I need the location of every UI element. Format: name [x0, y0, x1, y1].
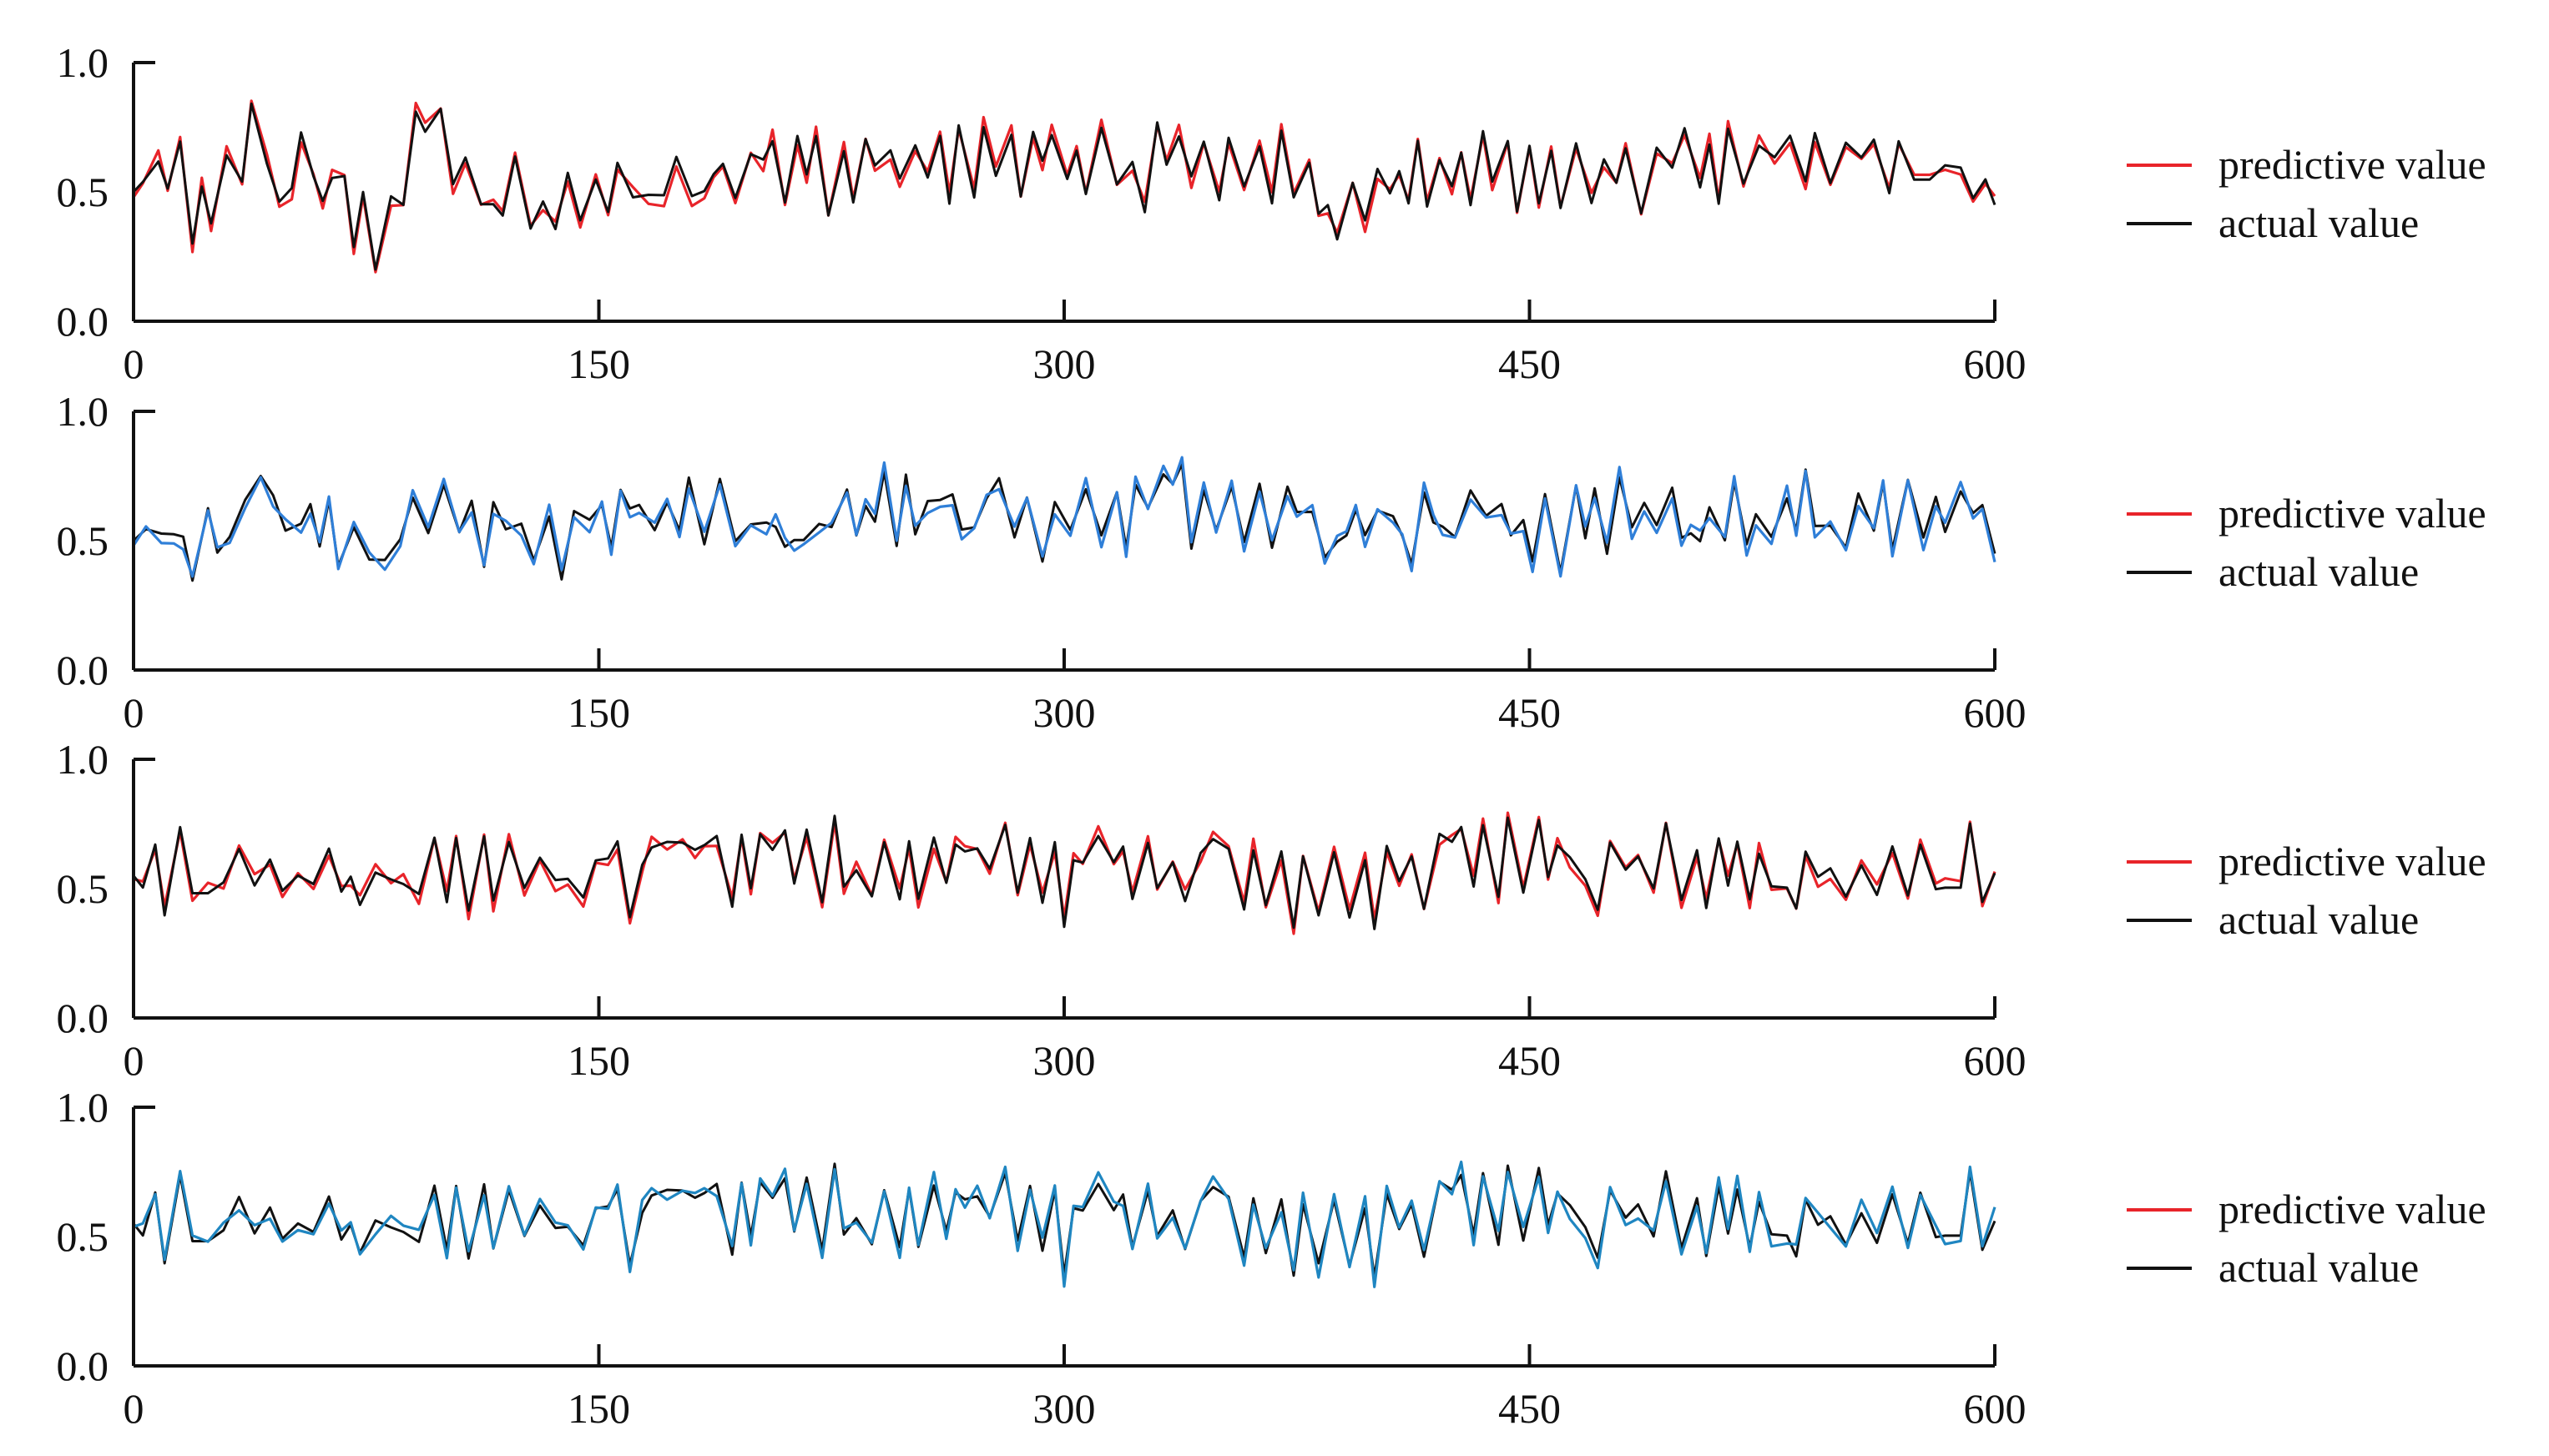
legend-label-predictive: predictive value — [2218, 1186, 2486, 1232]
legend-label-actual: actual value — [2218, 548, 2419, 595]
x-tick-label: 300 — [1033, 340, 1096, 387]
x-tick-label: 450 — [1498, 689, 1561, 736]
x-tick-label: 150 — [568, 689, 630, 736]
legend-label-predictive: predictive value — [2218, 141, 2486, 188]
x-tick-label: 600 — [1964, 1385, 2027, 1432]
x-tick-label: 0 — [124, 1037, 144, 1084]
y-tick-label: 0.0 — [57, 298, 109, 345]
chart-panel-1: 0 150 300 450 600 0.0 0.5 1.0 predictive value ac… — [57, 39, 2486, 387]
x-tick-label: 450 — [1498, 1385, 1561, 1432]
y-tick-label: 1.0 — [57, 388, 109, 435]
x-tick-label: 600 — [1964, 340, 2027, 387]
y-tick-label: 0.0 — [57, 647, 109, 693]
y-tick-label: 1.0 — [57, 1084, 109, 1131]
series-actual-line — [132, 462, 1996, 582]
y-tick-label: 0.0 — [57, 1343, 109, 1389]
y-tick-label: 1.0 — [57, 736, 109, 783]
y-tick-label: 0.5 — [57, 517, 109, 564]
chart-panel-2: 0 150 300 450 600 0.0 0.5 1.0 predictive value ac… — [57, 388, 2486, 736]
series-actual-line — [132, 814, 1996, 930]
chart-panel-4: 0 150 300 450 600 0.0 0.5 1.0 predictive value ac… — [57, 1084, 2486, 1432]
x-tick-label: 150 — [568, 1385, 630, 1432]
x-tick-label: 450 — [1498, 340, 1561, 387]
x-tick-label: 300 — [1033, 1037, 1096, 1084]
x-tick-label: 0 — [124, 689, 144, 736]
chart-panel-3: 0 150 300 450 600 0.0 0.5 1.0 predictive value ac… — [57, 736, 2486, 1084]
series-actual-line — [132, 1162, 1996, 1278]
legend-label-predictive: predictive value — [2218, 490, 2486, 537]
y-tick-label: 0.5 — [57, 1213, 109, 1260]
x-tick-label: 150 — [568, 340, 630, 387]
series-actual-line — [132, 102, 1996, 271]
x-tick-label: 150 — [568, 1037, 630, 1084]
y-tick-label: 0.5 — [57, 169, 109, 215]
legend-label-predictive: predictive value — [2218, 838, 2486, 884]
series-predictive-line — [133, 1160, 1996, 1288]
legend-label-actual: actual value — [2218, 896, 2419, 943]
x-tick-label: 300 — [1033, 1385, 1096, 1432]
x-tick-label: 450 — [1498, 1037, 1561, 1084]
x-tick-label: 300 — [1033, 689, 1096, 736]
legend-label-actual: actual value — [2218, 1244, 2419, 1291]
x-tick-label: 600 — [1964, 689, 2027, 736]
series-predictive-line — [132, 456, 1996, 578]
legend-label-actual: actual value — [2218, 199, 2419, 246]
x-tick-label: 0 — [124, 1385, 144, 1432]
x-tick-label: 600 — [1964, 1037, 2027, 1084]
x-tick-label: 0 — [124, 340, 144, 387]
y-tick-label: 0.5 — [57, 865, 109, 912]
y-tick-label: 0.0 — [57, 995, 109, 1041]
y-tick-label: 1.0 — [57, 39, 109, 86]
